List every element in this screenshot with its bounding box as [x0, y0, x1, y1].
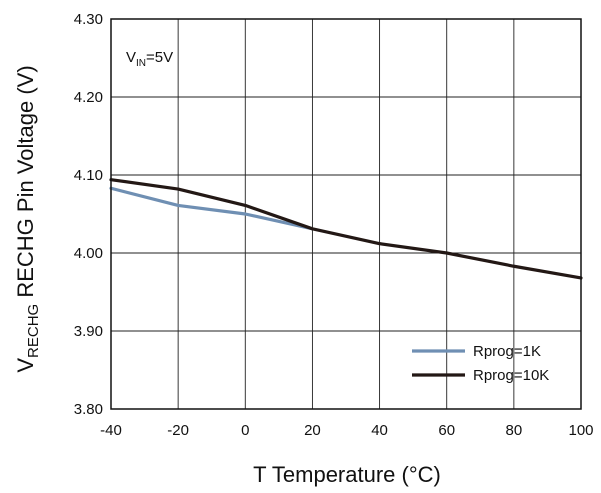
x-tick-label: 20	[304, 422, 321, 439]
x-tick-label: -40	[100, 422, 122, 439]
vin-annotation: VIN=5V	[126, 49, 173, 69]
y-tick-label: 3.80	[74, 401, 103, 418]
ticks: -40 -20 0 20 40 60 80 100 3.80 3.90 4.00 4.10 4.20 4.…	[74, 11, 594, 439]
legend-label: Rprog=1K	[473, 343, 541, 360]
y-tick-label: 3.90	[74, 323, 103, 340]
series-line-rprog-10k	[109, 178, 583, 280]
legend: Rprog=1K Rprog=10K	[412, 343, 549, 384]
y-tick-label: 4.20	[74, 89, 103, 106]
plot-frame	[110, 18, 582, 410]
x-tick-label: 100	[568, 422, 593, 439]
series-line-rprog-1k	[109, 186, 315, 231]
series-layer	[109, 178, 583, 280]
legend-label: Rprog=10K	[473, 367, 549, 384]
x-tick-label: 80	[506, 422, 523, 439]
x-axis-label: T Temperature (°C)	[253, 462, 441, 487]
y-axis-label: VRECHG RECHG Pin Voltage (V)	[13, 65, 42, 372]
x-tick-label: 60	[438, 422, 455, 439]
x-tick-label: -20	[167, 422, 189, 439]
y-tick-label: 4.00	[74, 245, 103, 262]
y-tick-label: 4.10	[74, 167, 103, 184]
y-tick-label: 4.30	[74, 11, 103, 28]
x-tick-label: 0	[241, 422, 249, 439]
x-tick-label: 40	[371, 422, 388, 439]
